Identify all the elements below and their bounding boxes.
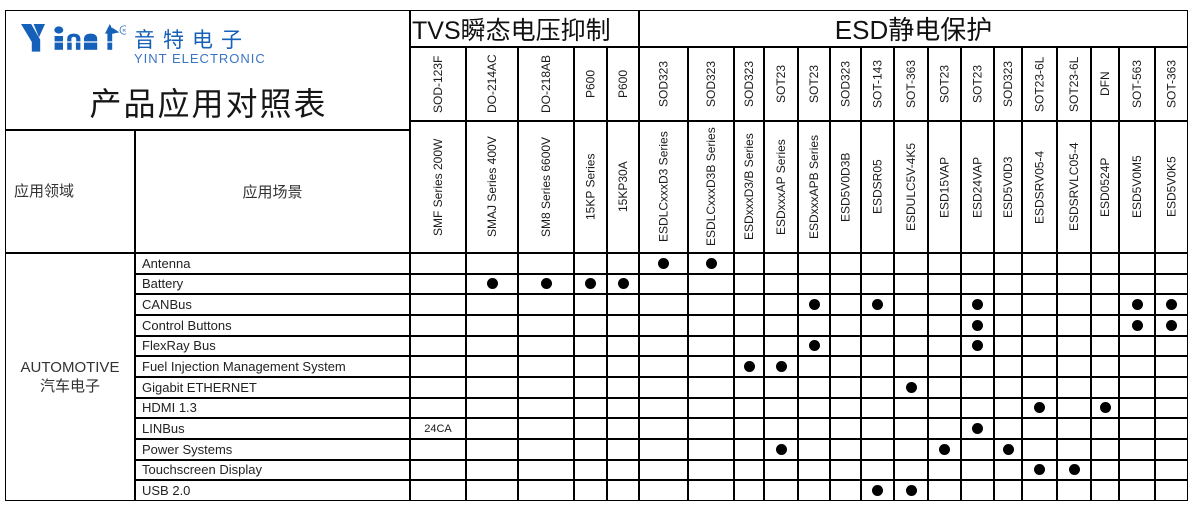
svg-text:R: R [122, 28, 126, 34]
